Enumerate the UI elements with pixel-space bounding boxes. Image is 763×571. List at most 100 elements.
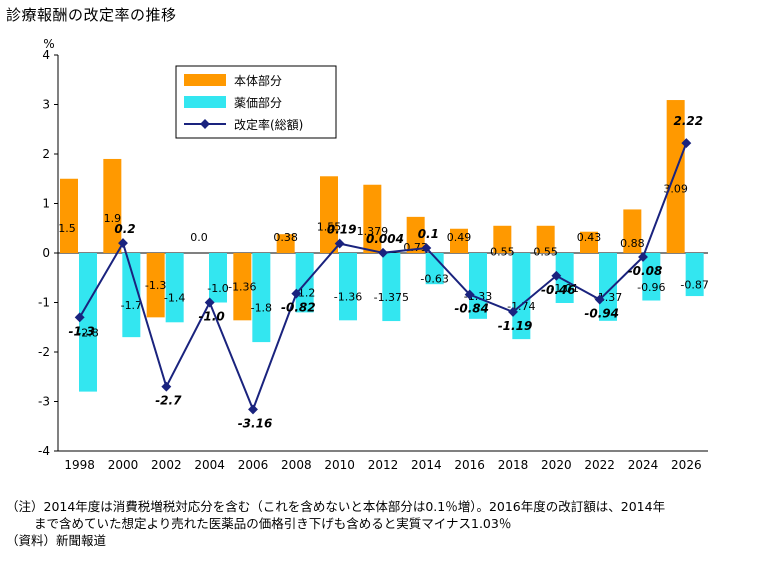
chart-title: 診療報酬の改定率の推移: [6, 6, 177, 24]
bar-yakka-label: -1.7: [121, 299, 142, 312]
total-label: 0.19: [327, 223, 357, 237]
total-marker: [638, 252, 648, 262]
bar-honntai: [536, 225, 555, 253]
bar-yakka: [512, 253, 531, 340]
total-label: -1.19: [498, 319, 533, 333]
bar-yakka-label: -0.96: [637, 281, 665, 294]
bar-honntai: [623, 209, 642, 253]
x-tick-label: 2024: [628, 458, 659, 472]
total-marker: [421, 243, 432, 253]
bar-honntai: [233, 253, 252, 321]
bar-yakka: [209, 253, 227, 303]
total-marker: [508, 306, 518, 317]
total-label: -2.7: [155, 394, 182, 408]
bar-yakka-label: -1.4: [164, 292, 185, 305]
bar-yakka: [252, 253, 271, 343]
y-tick-label: 1: [42, 197, 50, 211]
bar-honntai-label: 0.55: [490, 245, 515, 258]
total-label: -0.82: [281, 301, 316, 315]
bar-honntai: [493, 225, 512, 253]
x-tick-label: 2002: [151, 458, 182, 472]
bar-honntai-label: 0.88: [620, 237, 645, 250]
bar-yakka: [555, 253, 574, 303]
total-label: -0.94: [584, 307, 619, 321]
total-marker: [464, 289, 475, 300]
notes: （注）2014年度は消費税増税対応分を含む（これを含めないと本体部分は0.1％増…: [6, 498, 665, 549]
bar-yakka-label: -1.0: [207, 282, 228, 295]
bar-honntai-label: -1.3: [145, 279, 166, 292]
legend-marker-total: [200, 119, 210, 129]
total-marker: [334, 238, 345, 249]
total-label: -3.16: [238, 416, 273, 430]
bar-honntai: [276, 234, 295, 253]
source-line: （資料）新聞報道: [6, 533, 107, 548]
bar-yakka: [382, 253, 401, 322]
x-tick-label: 2006: [238, 458, 269, 472]
note-line-2: まで含めていた想定より売れた医薬品の価格引き下げも含めると実質マイナス1.03％: [34, 516, 512, 531]
bar-honntai: [146, 253, 165, 318]
total-label: -0.84: [454, 302, 489, 316]
bar-honntai-label: 0.38: [273, 231, 298, 244]
bar-honntai-label: 1.379: [357, 225, 389, 238]
x-tick-label: 2010: [324, 458, 355, 472]
total-marker: [594, 294, 605, 305]
bar-yakka-label: -0.63: [420, 273, 448, 286]
total-label: 0.2: [114, 222, 135, 236]
y-tick-label: -1: [38, 296, 50, 310]
x-tick-label: 2004: [194, 458, 225, 472]
total-marker: [248, 404, 258, 415]
y-tick-label: 0: [42, 246, 50, 260]
total-label: 0.1: [418, 227, 439, 241]
x-tick-label: 2018: [498, 458, 529, 472]
y-tick-label: 2: [42, 147, 50, 161]
bar-honntai: [666, 100, 685, 253]
bar-honntai-label: -1.36: [228, 281, 256, 294]
x-tick-label: 2020: [541, 458, 572, 472]
bar-yakka: [122, 253, 141, 338]
legend-label-honntai: 本体部分: [234, 73, 282, 88]
legend-swatch-honntai: [184, 74, 226, 86]
bar-yakka: [165, 253, 184, 323]
legend-label-yakka: 薬価部分: [234, 95, 282, 110]
bar-honntai: [60, 178, 78, 253]
total-label: 2.22: [674, 114, 704, 128]
bar-honntai-label: 0.49: [447, 231, 472, 244]
bar-honntai-label: 0.0: [190, 231, 208, 244]
x-tick-label: 2016: [454, 458, 485, 472]
bar-honntai-label: 1.5: [58, 222, 76, 235]
total-label: -1.0: [199, 310, 225, 324]
x-tick-label: 1998: [64, 458, 95, 472]
total-marker: [204, 297, 215, 308]
total-label: -1.3: [69, 324, 95, 338]
bar-honntai: [320, 176, 338, 253]
bar-honntai-label: 0.43: [577, 231, 602, 244]
bar-yakka-label: -1.375: [374, 291, 409, 304]
total-label: -0.08: [628, 264, 663, 278]
total-marker: [681, 138, 692, 149]
bar-yakka: [469, 253, 487, 319]
x-tick-label: 2014: [411, 458, 442, 472]
y-tick-label: 4: [42, 48, 50, 62]
x-tick-label: 2012: [368, 458, 399, 472]
y-tick-label: 3: [42, 98, 50, 112]
note-line-1: （注）2014年度は消費税増税対応分を含む（これを含めないと本体部分は0.1％増…: [6, 499, 666, 514]
bar-honntai-label: 1.9: [104, 212, 122, 225]
total-marker: [378, 247, 388, 258]
x-tick-label: 2008: [281, 458, 312, 472]
bar-honntai-label: 1.55: [317, 221, 342, 234]
total-marker: [161, 381, 172, 392]
bar-yakka: [685, 253, 704, 297]
bar-yakka: [339, 253, 357, 321]
bar-yakka: [642, 253, 661, 301]
bar-honntai-label: 0.55: [533, 245, 558, 258]
total-marker: [551, 270, 562, 281]
bar-honntai: [103, 158, 122, 253]
bar-yakka-label: -0.87: [680, 279, 708, 292]
legend-label-total: 改定率(総額): [234, 117, 303, 132]
bar-yakka-label: -2.8: [77, 326, 98, 339]
total-label: -0.46: [541, 283, 576, 297]
y-tick-label: -2: [38, 345, 50, 359]
x-tick-label: 2022: [584, 458, 615, 472]
legend-swatch-yakka: [184, 96, 226, 108]
